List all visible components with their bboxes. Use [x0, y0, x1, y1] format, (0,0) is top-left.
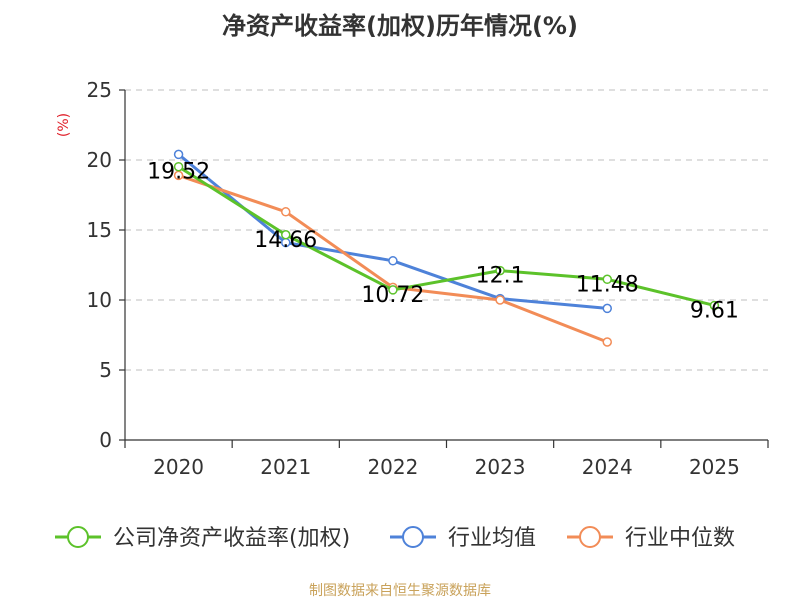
- y-tick-label-0: 0: [99, 428, 112, 452]
- chart-title: 净资产收益率(加权)历年情况(%): [222, 12, 578, 40]
- y-axis-unit-label: (%): [56, 113, 72, 137]
- series-line-0: [177, 165, 715, 307]
- source-note: 制图数据来自恒生聚源数据库: [309, 583, 491, 599]
- data-labels: 19.52 14.66 10.72 12.1 11.48 9.61: [147, 160, 739, 324]
- y-tick-label-15: 15: [87, 218, 112, 242]
- data-label-2021: 14.66: [254, 228, 317, 253]
- y-tick-label-5: 5: [99, 358, 112, 382]
- legend-label-2: 行业中位数: [625, 526, 735, 551]
- x-tick-label-2021: 2021: [260, 455, 311, 479]
- series-0-point-2020: [173, 161, 184, 172]
- legend-label-1: 行业均值: [448, 526, 536, 551]
- series-0-point-2023: [495, 265, 505, 276]
- legend-marker-2: [579, 526, 601, 548]
- series-0-point-2025: [709, 300, 720, 311]
- legend[interactable]: 公司净资产收益率(加权) 行业均值 行业中位数: [55, 526, 735, 551]
- series-layer: [173, 149, 720, 347]
- series-0-point-2021: [281, 230, 291, 240]
- data-label-2025: 9.61: [690, 298, 739, 323]
- y-tick-label-25: 25: [87, 78, 112, 102]
- legend-item-2[interactable]: 行业中位数: [567, 526, 735, 551]
- series-2-point-2021: [281, 207, 291, 217]
- series-1-point-2020: [173, 149, 184, 160]
- legend-item-0[interactable]: 公司净资产收益率(加权): [55, 526, 350, 551]
- legend-marker-0: [67, 526, 89, 548]
- data-label-2023: 12.1: [476, 264, 525, 289]
- series-0: [173, 161, 720, 311]
- series-1-point-2024: [602, 303, 612, 314]
- series-2-point-2023: [495, 295, 505, 305]
- series-0-point-2022: [388, 285, 398, 295]
- grid-lines: [125, 89, 768, 371]
- series-0-point-2024: [602, 274, 612, 285]
- x-tick-label-2024: 2024: [582, 455, 633, 479]
- x-tick-label-2022: 2022: [367, 455, 418, 479]
- data-label-2022: 10.72: [361, 283, 424, 308]
- x-tick-label-2023: 2023: [475, 455, 526, 479]
- series-1-point-2022: [388, 256, 398, 266]
- legend-label-0: 公司净资产收益率(加权): [113, 526, 350, 551]
- y-tick-label-20: 20: [87, 148, 112, 172]
- x-tick-label-2025: 2025: [689, 455, 740, 479]
- legend-marker-1: [402, 526, 424, 548]
- data-label-2024: 11.48: [576, 272, 639, 297]
- data-label-2020: 19.52: [147, 160, 210, 185]
- series-2-point-2024: [602, 337, 612, 347]
- legend-item-1[interactable]: 行业均值: [390, 526, 536, 551]
- x-tick-label-2020: 2020: [153, 455, 204, 479]
- y-tick-label-10: 10: [87, 288, 112, 312]
